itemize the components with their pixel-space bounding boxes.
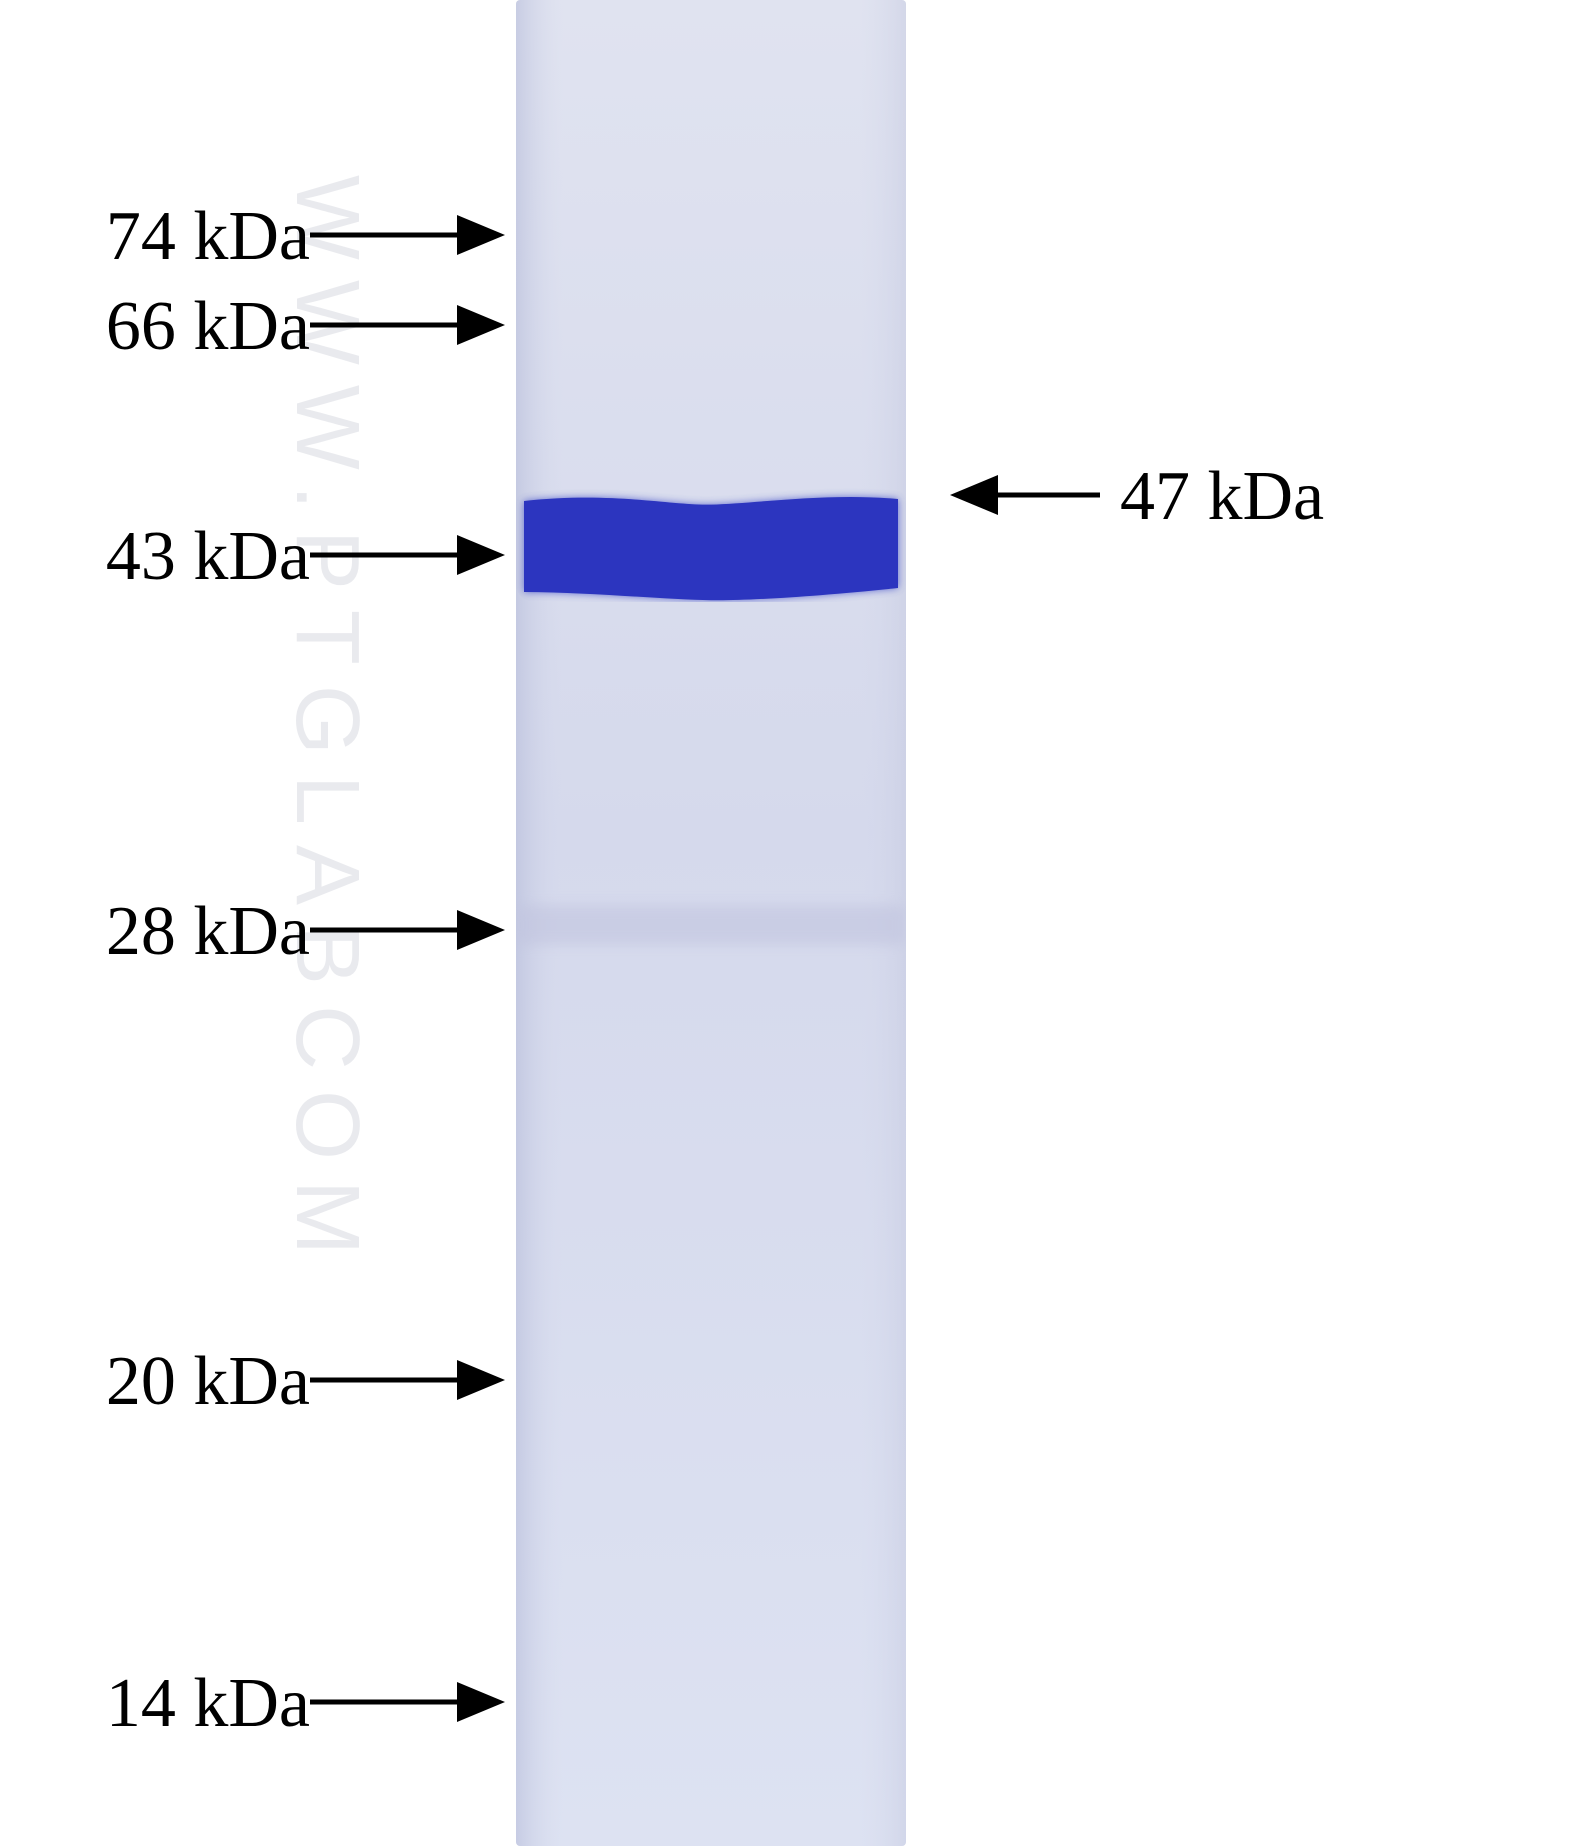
left-marker-arrow (258, 211, 557, 259)
left-marker-arrow (258, 1356, 557, 1404)
protein-band-ghost (516, 905, 906, 945)
left-marker-arrow (258, 301, 557, 349)
protein-band-main (516, 483, 906, 602)
left-marker-arrow (258, 1678, 557, 1726)
left-marker-arrow (258, 531, 557, 579)
figure-canvas: WWW.PTGLABCOM 74 kDa66 kDa43 kDa28 kDa20… (0, 0, 1585, 1846)
gel-lane (516, 0, 906, 1846)
left-marker-arrow (258, 906, 557, 954)
right-marker-arrow (898, 471, 1152, 519)
